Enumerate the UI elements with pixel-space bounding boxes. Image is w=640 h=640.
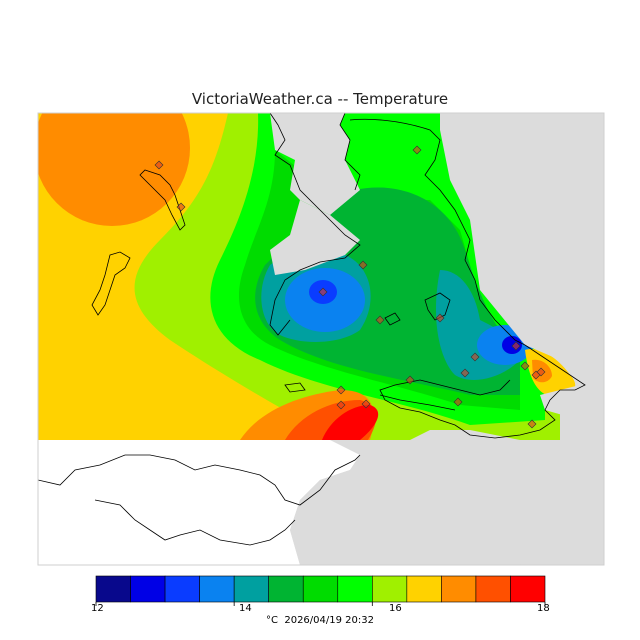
land-peninsula-east	[440, 113, 604, 565]
station-marker[interactable]	[336, 400, 346, 410]
legend-swatch	[441, 575, 477, 603]
station-marker[interactable]	[176, 202, 186, 212]
map-frame	[37, 112, 605, 566]
cold-spot-east	[502, 336, 522, 354]
station-marker[interactable]	[460, 368, 470, 378]
legend-swatch	[372, 575, 408, 603]
legend-swatch	[199, 575, 235, 603]
land-south	[290, 430, 560, 565]
land-island-central	[270, 200, 360, 275]
station-marker[interactable]	[511, 341, 521, 351]
station-marker[interactable]	[412, 145, 422, 155]
station-marker[interactable]	[336, 385, 346, 395]
station-marker[interactable]	[361, 399, 371, 409]
station-marker[interactable]	[154, 160, 164, 170]
coastlines	[91, 112, 586, 439]
station-marker[interactable]	[520, 361, 530, 371]
land-mainland-north	[270, 113, 360, 215]
timestamp: 2026/04/19 20:32	[284, 615, 374, 626]
map-title: VictoriaWeather.ca -- Temperature	[191, 90, 449, 108]
station-marker[interactable]	[435, 313, 445, 323]
legend-tick-label: 18	[537, 603, 550, 614]
warm-south-red	[322, 405, 379, 440]
legend-swatch	[337, 575, 373, 603]
legend-tick-label: 14	[239, 603, 252, 614]
warm-blob-northwest	[38, 113, 190, 226]
station-marker[interactable]	[405, 375, 415, 385]
legend-unit: °C	[266, 615, 278, 626]
coastline-south	[38, 454, 361, 506]
legend-swatch	[233, 575, 269, 603]
legend-swatch	[510, 575, 546, 603]
coastline-south-lower	[94, 499, 296, 546]
legend-swatch	[302, 575, 339, 603]
station-marker[interactable]	[318, 287, 328, 297]
legend-swatch	[95, 575, 131, 603]
station-marker[interactable]	[527, 419, 537, 429]
legend-swatch	[475, 575, 511, 603]
station-markers	[154, 145, 546, 429]
station-marker[interactable]	[375, 315, 385, 325]
legend-caption: °C 2026/04/19 20:32	[0, 615, 640, 626]
station-marker[interactable]	[536, 367, 546, 377]
legend-tick-label: 16	[389, 603, 402, 614]
legend-swatch	[130, 575, 166, 603]
station-marker[interactable]	[358, 260, 368, 270]
legend-swatch	[268, 575, 304, 603]
legend-swatch	[406, 575, 442, 603]
station-marker[interactable]	[453, 397, 463, 407]
legend-colorbar	[95, 575, 546, 606]
station-marker[interactable]	[470, 352, 480, 362]
legend-swatch	[164, 575, 200, 603]
legend-tick-label: 12	[91, 603, 104, 614]
